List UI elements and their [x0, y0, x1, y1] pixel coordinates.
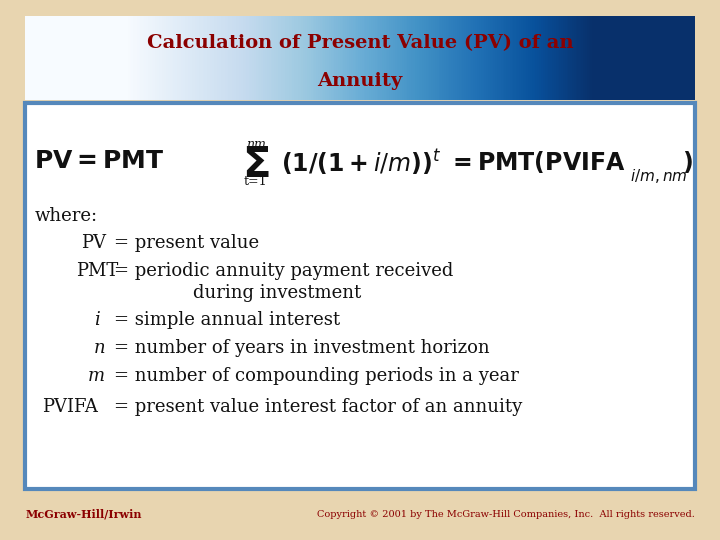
Text: $\mathbf{)}$: $\mathbf{)}$: [682, 149, 693, 175]
Text: PMT: PMT: [76, 262, 119, 280]
Text: = present value interest factor of an annuity: = present value interest factor of an an…: [114, 397, 523, 416]
Text: Calculation of Present Value (PV) of an: Calculation of Present Value (PV) of an: [147, 34, 573, 52]
Text: PV: PV: [81, 234, 106, 252]
Text: $\mathbf{PV = PMT}$: $\mathbf{PV = PMT}$: [35, 151, 165, 173]
Text: t=1: t=1: [244, 176, 268, 188]
Text: $\mathbf{= PMT(PVIFA}$: $\mathbf{= PMT(PVIFA}$: [449, 149, 626, 175]
Text: = present value: = present value: [114, 234, 260, 252]
Text: during investment: during investment: [193, 284, 361, 302]
Text: i: i: [94, 312, 100, 329]
FancyBboxPatch shape: [25, 103, 695, 489]
Text: nm: nm: [246, 138, 266, 151]
Text: = periodic annuity payment received: = periodic annuity payment received: [114, 262, 454, 280]
Text: Annuity: Annuity: [318, 72, 402, 91]
Text: $\mathit{i/m,nm}$: $\mathit{i/m,nm}$: [630, 167, 687, 185]
Text: = number of compounding periods in a year: = number of compounding periods in a yea…: [114, 367, 519, 385]
Text: Copyright © 2001 by The McGraw-Hill Companies, Inc.  All rights reserved.: Copyright © 2001 by The McGraw-Hill Comp…: [317, 510, 695, 519]
Text: $\mathbf{(1/(1 + \mathit{i/m}))^{\mathit{t}}}$: $\mathbf{(1/(1 + \mathit{i/m}))^{\mathit…: [281, 147, 441, 177]
Text: = number of years in investment horizon: = number of years in investment horizon: [114, 339, 490, 357]
Text: where:: where:: [35, 207, 98, 226]
Text: m: m: [88, 367, 104, 385]
Text: = simple annual interest: = simple annual interest: [114, 312, 341, 329]
Text: McGraw-Hill/Irwin: McGraw-Hill/Irwin: [25, 509, 142, 520]
Text: PVIFA: PVIFA: [42, 397, 98, 416]
Text: $\mathbf{\Sigma}$: $\mathbf{\Sigma}$: [242, 144, 269, 186]
Text: n: n: [94, 339, 106, 357]
